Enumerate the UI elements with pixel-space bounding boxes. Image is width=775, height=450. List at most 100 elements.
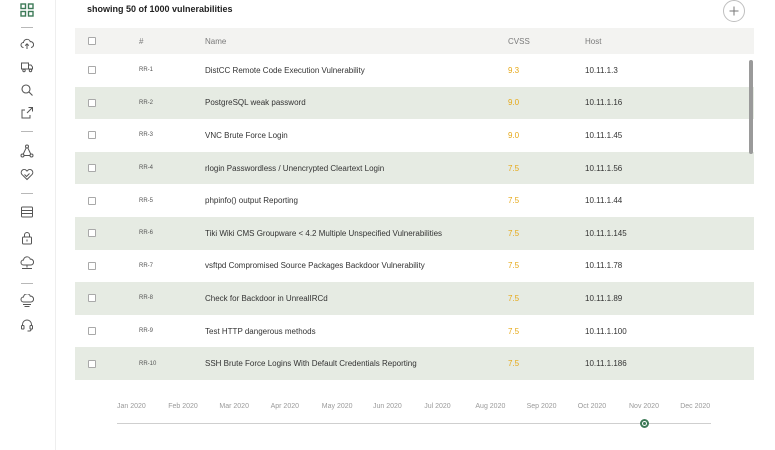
column-header-cvss[interactable]: CVSS [508, 36, 530, 46]
row-id: RR-10 [139, 360, 157, 367]
row-name[interactable]: Tiki Wiki CMS Groupware < 4.2 Multiple U… [205, 228, 443, 238]
sidebar-divider [21, 131, 33, 132]
table-header: # Name CVSS Host [75, 28, 754, 54]
row-cvss: 9.0 [508, 98, 520, 108]
table-row[interactable]: RR-9 Test HTTP dangerous methods 7.5 10.11.… [75, 315, 754, 348]
timeline-month-label[interactable]: Jun 2020 [373, 403, 402, 410]
row-host: 10.11.1.3 [585, 65, 618, 75]
cloud-network-icon[interactable] [19, 255, 35, 271]
row-host: 10.11.1.44 [585, 196, 623, 206]
timeline-month-label[interactable]: Feb 2020 [168, 403, 198, 410]
row-checkbox[interactable] [88, 229, 96, 238]
truck-import-icon[interactable] [19, 59, 35, 75]
plus-icon [729, 6, 739, 16]
row-name[interactable]: phpinfo() output Reporting [205, 196, 298, 206]
row-host: 10.11.1.100 [585, 326, 627, 336]
timeline-month-label[interactable]: May 2020 [321, 403, 353, 410]
timeline-month-label[interactable]: Jan 2020 [117, 403, 146, 410]
row-cvss: 9.3 [508, 65, 520, 75]
add-button[interactable] [723, 0, 745, 22]
table-row[interactable]: RR-7 vsftpd Compromised Source Packages B… [75, 250, 754, 283]
timeline: Jan 2020 Feb 2020 Mar 2020 Apr 2020 May 2020… [100, 396, 730, 436]
table-row[interactable]: RR-1 DistCC Remote Code Execution Vulnera… [75, 54, 754, 87]
sidebar-divider [21, 193, 33, 194]
timeline-month-label[interactable]: Dec 2020 [680, 403, 711, 410]
table-row[interactable]: RR-6 Tiki Wiki CMS Groupware < 4.2 Multip… [75, 217, 754, 250]
row-checkbox[interactable] [88, 98, 96, 107]
handshake-heart-icon[interactable] [19, 166, 35, 182]
timeline-month-label[interactable]: Aug 2020 [475, 403, 506, 410]
table-row[interactable]: RR-2 PostgreSQL weak password 9.0 10.11.1.1… [75, 86, 754, 120]
row-id: RR-7 [139, 262, 154, 269]
network-nodes-icon[interactable] [19, 143, 35, 159]
timeline-selected-marker[interactable] [640, 419, 649, 428]
row-checkbox[interactable] [88, 66, 96, 75]
search-icon[interactable] [19, 82, 35, 98]
row-id: RR-1 [139, 67, 154, 74]
column-header-name[interactable]: Name [205, 36, 227, 46]
row-check-cell [88, 54, 96, 87]
row-id: RR-9 [139, 328, 154, 335]
row-checkbox[interactable] [88, 294, 96, 303]
cloud-storage-icon[interactable] [19, 293, 35, 309]
row-cvss: 7.5 [508, 293, 520, 303]
sidebar-divider [21, 27, 33, 28]
timeline-month-label[interactable]: Jul 2020 [424, 403, 451, 410]
row-check-cell [88, 217, 96, 250]
timeline-month-label[interactable]: Nov 2020 [629, 403, 659, 410]
row-check-cell [88, 282, 96, 315]
table-row[interactable]: RR-8 Check for Backdoor in UnrealIRCd 7.5 1… [75, 282, 754, 315]
row-cvss: 7.5 [508, 228, 520, 238]
row-name[interactable]: Test HTTP dangerous methods [205, 326, 316, 336]
row-host: 10.11.1.78 [585, 261, 623, 271]
table-row[interactable]: RR-10 SSH Brute Force Logins With Default… [75, 347, 754, 380]
row-name[interactable]: DistCC Remote Code Execution Vulnerabili… [205, 65, 365, 75]
row-checkbox[interactable] [88, 164, 96, 173]
column-header-host[interactable]: Host [585, 36, 602, 46]
cloud-upload-icon[interactable] [19, 36, 35, 52]
vulnerabilities-table: # Name CVSS Host RR-1 DistCC Remote Code … [75, 28, 754, 380]
timeline-month-label[interactable]: Sep 2020 [526, 403, 557, 410]
table-scrollbar[interactable] [749, 60, 753, 154]
row-check-cell [88, 152, 96, 185]
row-name[interactable]: SSH Brute Force Logins With Default Cred… [205, 359, 417, 369]
timeline-track[interactable] [117, 423, 711, 424]
row-name[interactable]: rlogin Passwordless / Unencrypted Cleart… [205, 163, 385, 173]
dashboard-grid-icon[interactable] [19, 2, 35, 18]
timeline-month-label[interactable]: Oct 2020 [577, 403, 607, 410]
row-checkbox[interactable] [88, 131, 96, 140]
row-name[interactable]: Check for Backdoor in UnrealIRCd [205, 293, 328, 303]
row-check-cell [88, 184, 96, 217]
row-cvss: 7.5 [508, 326, 520, 336]
server-icon[interactable] [19, 204, 35, 220]
headset-support-icon[interactable] [19, 317, 35, 333]
row-id: RR-8 [139, 295, 154, 302]
row-check-cell [88, 347, 96, 380]
row-cvss: 7.5 [508, 261, 520, 271]
row-id: RR-6 [139, 230, 154, 237]
timeline-month-label[interactable]: Apr 2020 [270, 403, 300, 410]
row-cvss: 7.5 [508, 359, 520, 369]
row-name[interactable]: PostgreSQL weak password [205, 98, 306, 108]
row-check-cell [88, 119, 96, 152]
share-export-icon[interactable] [19, 105, 35, 121]
row-check-cell [88, 315, 96, 348]
row-checkbox[interactable] [88, 261, 96, 270]
row-id: RR-5 [139, 197, 154, 204]
row-name[interactable]: vsftpd Compromised Source Packages Backd… [205, 261, 425, 271]
select-all-cell [88, 28, 96, 54]
row-checkbox[interactable] [88, 196, 96, 205]
row-checkbox[interactable] [88, 359, 96, 368]
row-check-cell [88, 87, 96, 120]
lock-icon[interactable] [19, 230, 35, 246]
table-row[interactable]: RR-4 rlogin Passwordless / Unencrypted Cl… [75, 151, 754, 185]
select-all-checkbox[interactable] [88, 37, 96, 45]
row-host: 10.11.1.16 [585, 98, 623, 108]
row-name[interactable]: VNC Brute Force Login [205, 130, 288, 140]
row-id: RR-4 [139, 165, 154, 172]
table-row[interactable]: RR-3 VNC Brute Force Login 9.0 10.11.1.45 [75, 119, 754, 152]
timeline-month-label[interactable]: Mar 2020 [219, 403, 249, 410]
row-cvss: 7.5 [508, 163, 520, 173]
row-checkbox[interactable] [88, 327, 96, 336]
table-row[interactable]: RR-5 phpinfo() output Reporting 7.5 10.11.1… [75, 184, 754, 217]
